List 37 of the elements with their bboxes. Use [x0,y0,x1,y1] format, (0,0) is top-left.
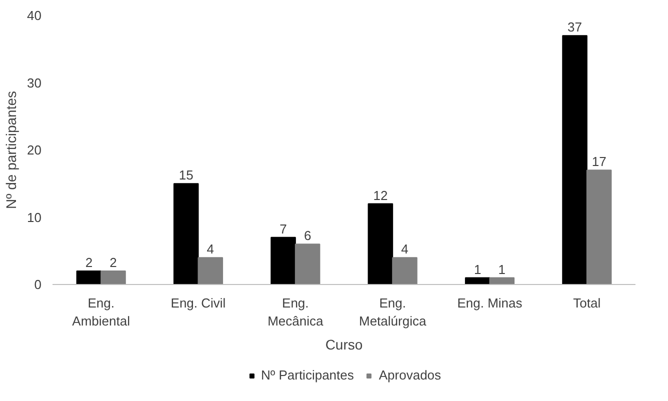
data-label: 4 [206,242,214,257]
x-tick-label: Eng. Mecânica [268,296,324,328]
data-label: 6 [304,228,312,244]
bar [392,257,418,284]
x-axis-title: Curso [325,336,363,352]
data-label: 2 [110,255,117,270]
x-tick-label: Eng. Civil [170,296,226,310]
y-tick-label: 20 [27,142,42,158]
x-tick-label: Eng. Ambiental [72,296,130,328]
x-tick-label: Total [573,296,601,310]
bar [294,244,320,284]
bar [270,236,296,284]
data-label: 7 [280,221,287,236]
legend-label: Nº Participantes [260,368,354,382]
bar [76,270,102,284]
bar [198,257,224,284]
data-label: 1 [498,262,506,277]
legend-label: Aprovados [378,368,442,382]
data-label: 12 [373,188,388,203]
data-label: 2 [85,255,93,270]
x-tick-label: Eng. Minas [457,296,523,310]
y-tick-label: 30 [27,75,42,90]
bar [586,170,612,284]
y-tick-label: 10 [27,210,42,225]
data-label: 4 [401,242,408,257]
data-label: 17 [592,154,606,170]
x-tick-label: Eng. Metalúrgica [358,296,427,328]
bar [173,183,199,284]
y-tick-label: 0 [34,277,42,292]
data-label: 15 [178,168,194,183]
data-label: 1 [474,262,482,277]
bar [100,270,126,284]
y-tick-label: 40 [27,8,42,23]
data-label: 37 [568,20,582,35]
y-axis-title: Nº de participantes [3,91,20,209]
bar [368,203,394,284]
bar [562,35,588,284]
